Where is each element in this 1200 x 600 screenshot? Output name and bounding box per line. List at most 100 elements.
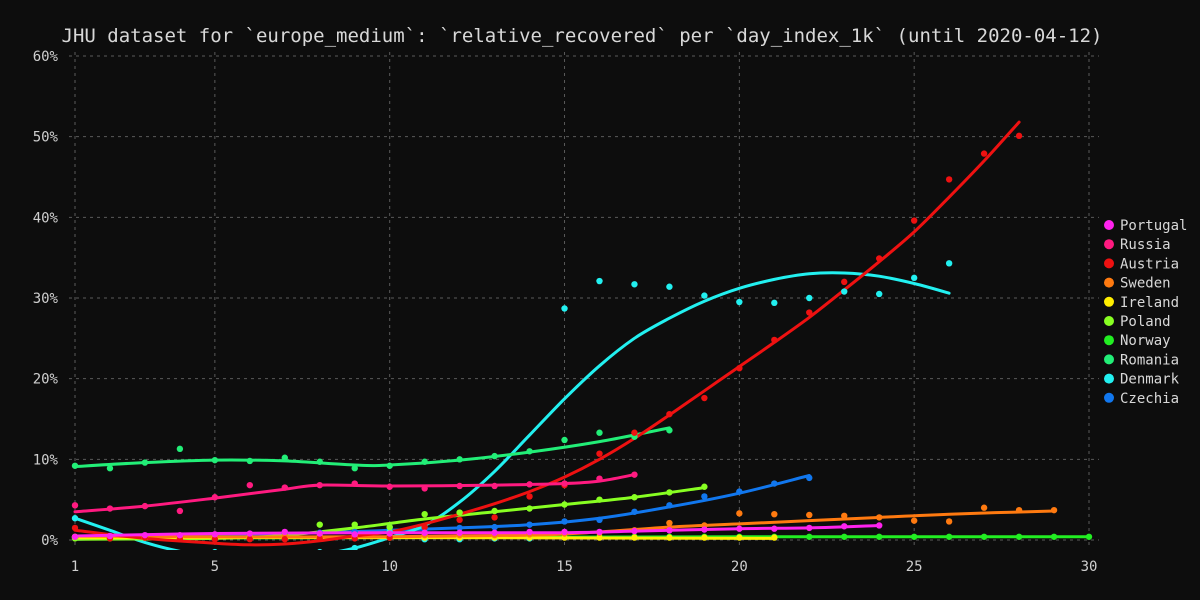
- point-russia: [456, 482, 463, 490]
- point-portugal: [771, 525, 778, 532]
- point-denmark: [771, 299, 778, 307]
- point-portugal: [491, 529, 498, 536]
- point-romania: [316, 458, 323, 465]
- x-tick-label: 30: [1081, 559, 1098, 575]
- point-norway: [910, 533, 918, 540]
- point-ireland: [631, 534, 638, 541]
- point-czechia: [666, 502, 673, 509]
- point-czechia: [491, 523, 498, 531]
- y-tick-label: 20%: [33, 372, 59, 388]
- fit-line-denmark: [73, 271, 951, 550]
- point-portugal: [806, 524, 813, 532]
- point-portugal: [351, 531, 358, 538]
- point-czechia: [701, 493, 708, 500]
- point-portugal: [526, 528, 533, 536]
- point-ireland: [666, 534, 673, 541]
- x-tick-label: 15: [556, 559, 573, 575]
- legend-marker-austria: [1104, 258, 1114, 269]
- legend-label-poland: Poland: [1120, 314, 1171, 330]
- point-austria: [701, 394, 708, 402]
- point-denmark: [666, 283, 673, 290]
- point-portugal: [561, 528, 568, 536]
- point-austria: [876, 255, 883, 262]
- legend-label-romania: Romania: [1120, 352, 1179, 368]
- point-austria: [736, 364, 743, 372]
- point-austria: [1015, 132, 1023, 140]
- y-tick-label: 30%: [33, 291, 59, 307]
- point-portugal: [176, 531, 184, 539]
- point-denmark: [945, 260, 953, 267]
- y-tick-label: 10%: [33, 452, 59, 468]
- point-denmark: [561, 305, 568, 312]
- point-ireland: [771, 534, 778, 541]
- point-sweden: [1050, 506, 1058, 514]
- point-sweden: [736, 510, 743, 517]
- point-romania: [386, 462, 393, 469]
- point-romania: [456, 456, 463, 463]
- point-portugal: [456, 529, 463, 536]
- point-portugal: [596, 528, 603, 536]
- point-portugal: [701, 526, 708, 533]
- point-russia: [141, 502, 149, 510]
- legend-marker-ireland: [1104, 296, 1114, 307]
- point-czechia: [596, 516, 603, 524]
- point-ireland: [596, 534, 603, 541]
- point-czechia: [771, 480, 778, 487]
- point-russia: [491, 482, 498, 490]
- point-sweden: [876, 514, 883, 521]
- point-austria: [526, 493, 533, 500]
- legend-marker-czechia: [1104, 392, 1114, 403]
- point-portugal: [876, 522, 883, 529]
- point-romania: [176, 445, 184, 453]
- point-poland: [666, 489, 673, 496]
- point-romania: [351, 465, 358, 472]
- point-austria: [246, 535, 254, 543]
- point-austria: [771, 336, 778, 344]
- point-portugal: [736, 525, 743, 532]
- point-austria: [421, 523, 428, 531]
- point-portugal: [316, 530, 323, 537]
- y-tick-label: 40%: [33, 210, 59, 226]
- x-tick-label: 25: [906, 559, 923, 575]
- gridlines: [69, 52, 1099, 546]
- point-russia: [351, 480, 358, 487]
- legend-marker-poland: [1104, 316, 1114, 326]
- point-czechia: [456, 524, 463, 532]
- legend-label-norway: Norway: [1120, 333, 1171, 349]
- point-czechia: [526, 521, 533, 528]
- point-portugal: [211, 531, 219, 538]
- point-sweden: [980, 504, 988, 511]
- legend-label-denmark: Denmark: [1120, 372, 1180, 388]
- point-austria: [211, 535, 219, 543]
- point-austria: [945, 176, 953, 183]
- y-tick-label: 60%: [33, 49, 59, 65]
- point-austria: [316, 535, 323, 542]
- point-portugal: [281, 528, 288, 536]
- point-ireland: [736, 534, 743, 541]
- x-tick-label: 5: [211, 559, 219, 575]
- point-romania: [141, 459, 149, 466]
- point-russia: [526, 481, 533, 488]
- legend-label-ireland: Ireland: [1120, 295, 1179, 311]
- chart-title: JHU dataset for `europe_medium`: `relati…: [62, 25, 1103, 47]
- point-poland: [561, 501, 568, 508]
- point-czechia: [631, 508, 638, 515]
- point-poland: [701, 483, 708, 490]
- point-austria: [596, 450, 603, 457]
- point-poland: [421, 510, 428, 518]
- point-romania: [106, 465, 114, 472]
- point-austria: [841, 278, 848, 286]
- point-sweden: [841, 512, 848, 519]
- point-romania: [421, 458, 428, 465]
- legend-label-sweden: Sweden: [1120, 276, 1171, 292]
- point-portugal: [631, 527, 638, 535]
- point-denmark: [701, 292, 708, 299]
- point-sweden: [666, 519, 673, 527]
- point-denmark: [806, 294, 813, 302]
- fit-line-austria: [73, 120, 1021, 547]
- point-austria: [806, 309, 813, 316]
- point-portugal: [246, 530, 254, 537]
- point-sweden: [806, 511, 813, 519]
- legend-label-czechia: Czechia: [1120, 391, 1179, 407]
- point-russia: [386, 483, 393, 490]
